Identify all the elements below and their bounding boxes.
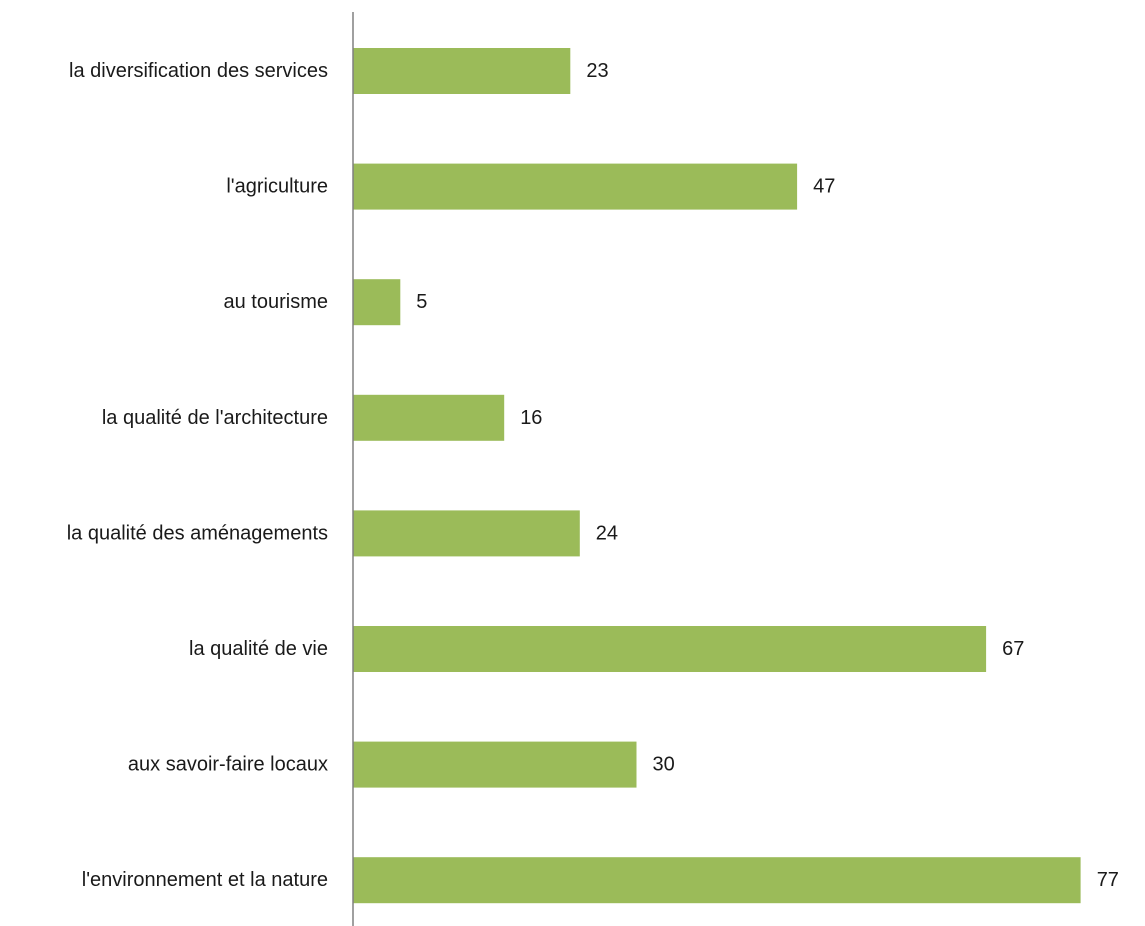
- bar: [353, 279, 401, 326]
- category-label: aux savoir-faire locaux: [128, 754, 328, 776]
- value-label: 23: [586, 60, 608, 82]
- category-label: la qualité des aménagements: [67, 522, 328, 544]
- category-label: l'agriculture: [226, 176, 328, 198]
- bar: [353, 741, 637, 788]
- category-label: l'environnement et la nature: [82, 869, 328, 891]
- value-label: 77: [1097, 869, 1119, 891]
- category-label: la qualité de vie: [189, 638, 328, 660]
- category-label: la diversification des services: [69, 60, 328, 82]
- value-label: 24: [596, 522, 618, 544]
- category-label: au tourisme: [224, 291, 329, 313]
- bar: [353, 510, 580, 557]
- category-label: la qualité de l'architecture: [102, 407, 328, 429]
- value-label: 16: [520, 407, 542, 429]
- value-label: 30: [653, 754, 675, 776]
- value-label: 67: [1002, 638, 1024, 660]
- bar: [353, 857, 1081, 904]
- value-label: 5: [416, 291, 427, 313]
- bar: [353, 394, 505, 441]
- bars-group: [353, 48, 1081, 904]
- value-labels-group: 23 47 5 16 24 67 30 77: [416, 60, 1119, 891]
- bar: [353, 163, 798, 210]
- bar: [353, 48, 571, 94]
- bar: [353, 626, 987, 672]
- category-labels-group: la diversification des services l'agricul…: [67, 60, 328, 891]
- value-label: 47: [813, 176, 835, 198]
